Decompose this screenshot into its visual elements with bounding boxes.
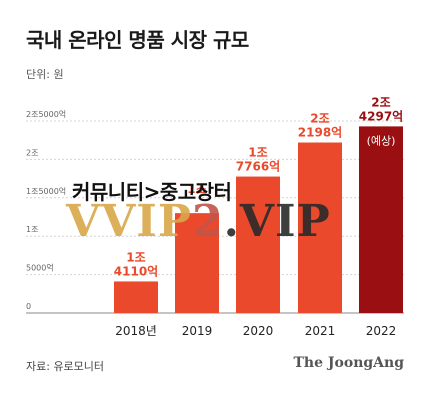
- bar: [236, 176, 280, 313]
- data-label: 7766억: [236, 160, 280, 174]
- data-label: 2조: [310, 112, 329, 126]
- data-label: 1조: [126, 250, 145, 264]
- data-label: 2198억: [298, 126, 342, 140]
- bar: [175, 213, 219, 313]
- bar: [114, 281, 158, 313]
- data-label: 1조: [187, 182, 206, 196]
- watermark-text: 커뮤니티>중고장터: [72, 180, 232, 204]
- y-tick-label: 2조: [26, 148, 38, 157]
- bar: [359, 126, 403, 313]
- brand-logo: The JoongAng: [293, 355, 404, 371]
- bar-annotation: (예상): [367, 134, 396, 147]
- x-tick-label: 2018년: [115, 324, 157, 338]
- y-tick-label: 1조: [26, 225, 38, 234]
- watermark-logo: VVIP2.VIP: [66, 196, 331, 247]
- data-label: 1조: [248, 146, 267, 160]
- y-tick-label: 2조5000억: [26, 109, 66, 119]
- x-tick-label: 2022: [366, 324, 397, 338]
- y-tick-label: 5000억: [26, 263, 54, 273]
- data-label: 4297억: [359, 109, 403, 123]
- x-tick-label: 2020: [243, 324, 274, 338]
- unit-label: 단위: 원: [26, 68, 64, 81]
- x-tick-label: 2019: [182, 324, 213, 338]
- chart-title: 국내 온라인 명품 시장 규모: [26, 28, 249, 52]
- y-tick-label: 0: [26, 302, 31, 311]
- y-tick-label: 1조5000억: [26, 186, 66, 196]
- data-label: 4110억: [114, 264, 158, 278]
- bar: [298, 142, 342, 313]
- data-label: 2조: [371, 95, 390, 109]
- x-tick-label: 2021: [305, 324, 336, 338]
- source-note: 자료: 유로모니터: [26, 360, 105, 373]
